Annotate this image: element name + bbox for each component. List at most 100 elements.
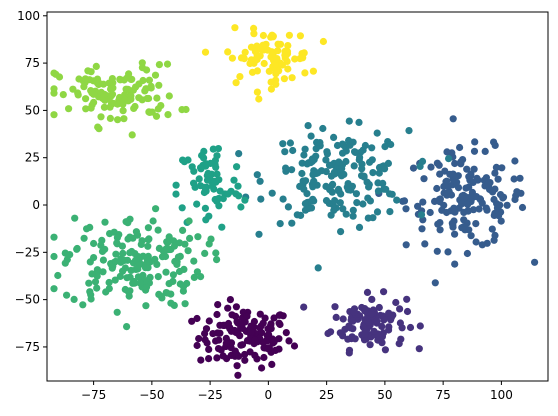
data-point — [305, 159, 313, 167]
data-point — [379, 329, 387, 337]
data-point — [325, 161, 334, 169]
data-point — [201, 330, 209, 338]
data-point — [155, 81, 163, 89]
data-point — [386, 190, 394, 198]
data-point — [195, 175, 203, 183]
data-point — [434, 220, 442, 228]
data-point — [119, 107, 127, 115]
data-point — [332, 313, 340, 321]
data-point — [419, 198, 427, 206]
data-point — [195, 335, 203, 343]
x-tick-label: 100 — [490, 388, 513, 402]
x-tick-label: 0 — [265, 388, 273, 402]
data-point — [109, 84, 117, 92]
data-point — [87, 68, 95, 76]
data-point — [467, 170, 475, 178]
data-point — [392, 298, 400, 307]
data-point — [142, 283, 151, 291]
data-point — [241, 350, 249, 359]
data-point — [173, 260, 181, 268]
data-point — [201, 249, 209, 257]
data-point — [265, 331, 273, 339]
data-point — [108, 75, 116, 83]
data-point — [349, 206, 357, 214]
data-point — [443, 177, 451, 185]
data-point — [443, 208, 451, 217]
data-point — [215, 176, 223, 184]
data-point — [130, 279, 139, 287]
data-point — [100, 103, 108, 111]
data-point — [134, 273, 142, 281]
data-point — [63, 291, 71, 299]
data-point — [124, 235, 132, 243]
data-point — [113, 234, 121, 242]
data-point — [338, 172, 346, 180]
data-point — [50, 69, 58, 77]
data-point — [466, 176, 474, 184]
data-point — [310, 177, 318, 185]
data-point — [278, 61, 286, 69]
data-point — [270, 338, 278, 346]
data-point — [136, 279, 144, 287]
data-point — [214, 301, 222, 309]
data-point — [288, 219, 296, 227]
data-point — [241, 196, 249, 204]
data-point — [304, 122, 312, 130]
data-point — [203, 176, 212, 184]
data-point — [490, 236, 498, 244]
data-point — [510, 175, 518, 183]
data-point — [356, 153, 364, 161]
data-point — [328, 188, 336, 196]
data-point — [113, 308, 121, 316]
data-point — [260, 353, 268, 362]
data-point — [238, 341, 247, 349]
data-point — [282, 164, 290, 172]
data-point — [243, 312, 251, 320]
data-point — [451, 159, 459, 168]
data-point — [213, 256, 221, 264]
data-point — [334, 185, 343, 193]
data-point — [127, 95, 135, 103]
data-point — [154, 273, 162, 281]
data-point — [291, 55, 299, 63]
data-point — [327, 328, 335, 336]
data-point — [240, 55, 248, 63]
data-point — [92, 62, 100, 70]
data-point — [88, 270, 96, 278]
data-point — [366, 341, 374, 349]
data-point — [213, 354, 221, 362]
data-point — [472, 238, 480, 246]
data-point — [270, 314, 278, 322]
data-point — [454, 184, 463, 192]
data-point — [268, 189, 276, 197]
data-point — [232, 303, 240, 311]
data-point — [375, 303, 383, 312]
y-tick-label: 0 — [32, 198, 40, 212]
data-point — [274, 47, 282, 55]
data-point — [256, 52, 264, 60]
data-point — [184, 247, 192, 255]
data-point — [370, 327, 378, 335]
data-point — [190, 257, 198, 265]
data-point — [248, 68, 257, 76]
data-point — [302, 177, 310, 185]
data-point — [230, 176, 238, 184]
data-point — [87, 104, 95, 112]
data-point — [351, 148, 360, 156]
data-point — [194, 233, 202, 241]
data-point — [124, 85, 132, 93]
data-point — [255, 230, 263, 238]
data-point — [279, 195, 287, 203]
data-point — [433, 184, 441, 193]
data-point — [119, 267, 127, 275]
data-point — [373, 317, 381, 325]
data-point — [451, 230, 459, 238]
data-point — [73, 244, 81, 253]
data-point — [393, 196, 401, 204]
x-tick-label: 50 — [377, 388, 392, 402]
data-point — [369, 169, 377, 177]
data-point — [289, 146, 297, 155]
data-point — [481, 147, 489, 155]
data-point — [285, 337, 293, 345]
data-point — [61, 259, 69, 267]
